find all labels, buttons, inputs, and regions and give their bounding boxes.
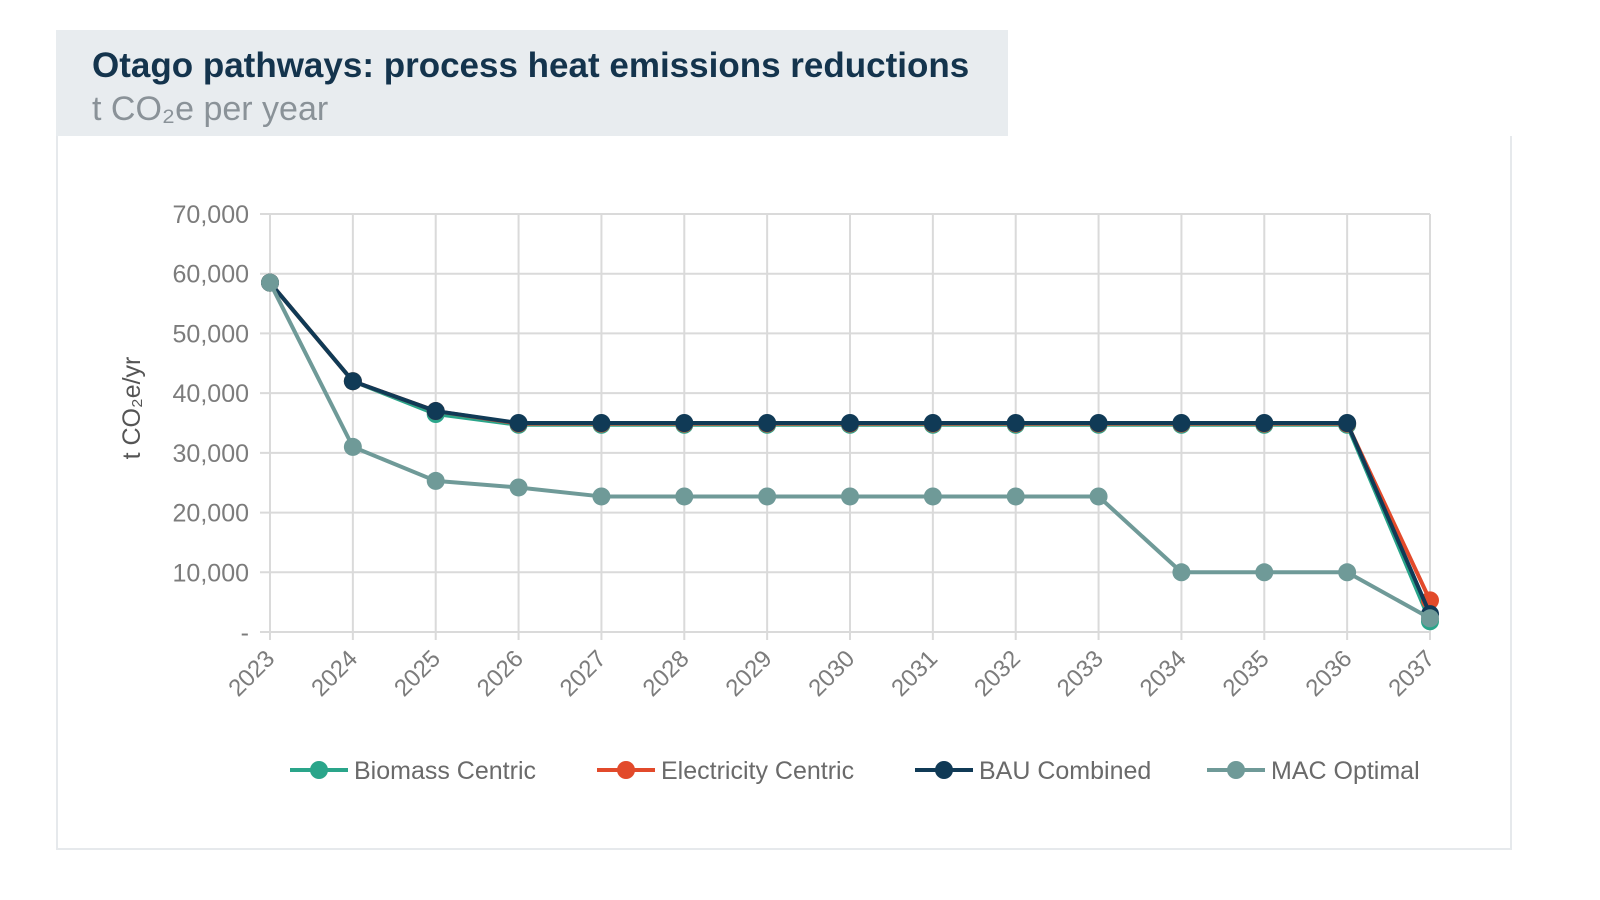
- chart-title: Otago pathways: process heat emissions r…: [92, 46, 970, 85]
- data-point: [758, 414, 777, 432]
- x-tick-label: 2037: [1383, 645, 1440, 702]
- x-tick-label: 2025: [389, 645, 446, 702]
- series-group: [261, 273, 1439, 631]
- data-point: [1421, 609, 1439, 628]
- data-point: [1089, 487, 1108, 506]
- series-mac-optimal: [261, 273, 1439, 628]
- data-point: [592, 414, 611, 432]
- data-point: [841, 414, 859, 432]
- data-point: [1089, 414, 1108, 432]
- y-tick-label: 60,000: [173, 261, 249, 289]
- x-tick-label: 2036: [1301, 645, 1358, 702]
- data-point: [923, 487, 942, 506]
- data-point: [509, 478, 528, 497]
- x-tick-label: 2029: [721, 645, 778, 702]
- series-bau-combined: [261, 273, 1439, 624]
- data-point: [1338, 414, 1357, 432]
- data-point: [923, 414, 942, 432]
- legend-item: MAC Optimal: [1207, 757, 1420, 785]
- y-tick-label: 70,000: [173, 201, 249, 229]
- legend-swatch-marker: [935, 761, 953, 779]
- data-point: [426, 402, 445, 421]
- data-point: [1255, 414, 1274, 432]
- data-point: [1255, 563, 1274, 582]
- data-point: [426, 471, 445, 490]
- x-tick-label: 2035: [1218, 645, 1275, 702]
- y-tick-label: 20,000: [173, 500, 249, 528]
- y-tick-label: 40,000: [173, 380, 249, 408]
- data-point: [1172, 563, 1191, 582]
- data-point: [675, 414, 694, 432]
- x-tick-label: 2030: [803, 645, 860, 702]
- data-point: [1006, 487, 1025, 506]
- x-tick-label: 2024: [306, 645, 363, 702]
- data-point: [758, 487, 777, 506]
- data-point: [343, 372, 362, 391]
- data-point: [841, 487, 859, 506]
- title-box: Otago pathways: process heat emissions r…: [56, 30, 1008, 138]
- legend: Biomass Centric Electricity Centric BAU Co…: [290, 757, 1420, 785]
- x-tick-label: 2027: [555, 645, 612, 702]
- x-tick-label: 2034: [1135, 645, 1192, 702]
- data-point: [1006, 414, 1025, 432]
- legend-item: Biomass Centric: [290, 757, 536, 785]
- y-tick-label: 50,000: [173, 320, 249, 348]
- legend-label: BAU Combined: [979, 757, 1151, 785]
- data-point: [343, 437, 362, 456]
- x-tick-label: 2028: [638, 645, 695, 702]
- y-tick-label: 30,000: [173, 440, 249, 468]
- axes: - 10,000 20,000 30,000 40,000 50,000 60,000 70,…: [118, 201, 1440, 702]
- data-point: [509, 414, 528, 432]
- legend-item: BAU Combined: [915, 757, 1151, 785]
- data-point: [1172, 414, 1191, 432]
- y-tick-label: -: [241, 619, 249, 647]
- y-tick-label: 10,000: [173, 559, 249, 587]
- x-tick-label: 2031: [886, 645, 943, 702]
- x-tick-label: 2032: [969, 645, 1026, 702]
- legend-label: MAC Optimal: [1271, 757, 1420, 785]
- legend-swatch-marker: [310, 761, 328, 779]
- data-point: [592, 487, 611, 506]
- data-point: [675, 487, 694, 506]
- chart-subtitle: t CO₂e per year: [92, 90, 329, 128]
- x-tick-label: 2033: [1052, 645, 1109, 702]
- x-tick-label: 2026: [472, 645, 529, 702]
- legend-swatch-marker: [1227, 761, 1245, 779]
- data-point: [261, 273, 279, 292]
- legend-swatch-marker: [617, 761, 635, 779]
- legend-item: Electricity Centric: [597, 757, 854, 785]
- chart-panel: [56, 136, 1512, 850]
- data-point: [1338, 563, 1357, 582]
- legend-label: Biomass Centric: [354, 757, 536, 785]
- y-axis-title: t CO₂e/yr: [118, 357, 146, 460]
- x-tick-label: 2023: [223, 645, 280, 702]
- legend-label: Electricity Centric: [661, 757, 854, 785]
